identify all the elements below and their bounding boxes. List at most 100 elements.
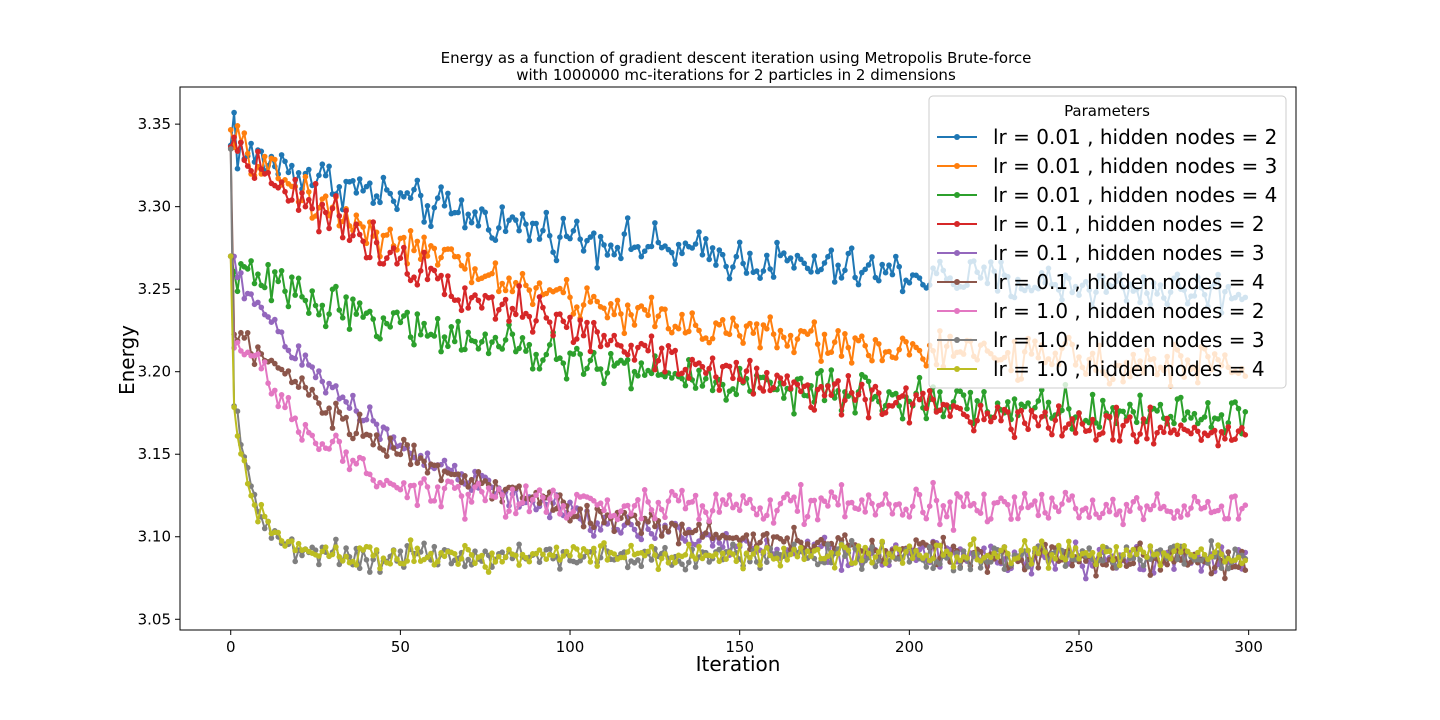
data-point	[957, 557, 963, 564]
data-point	[920, 356, 926, 362]
data-point	[1154, 408, 1160, 414]
data-point	[981, 389, 987, 395]
data-point	[1181, 561, 1187, 567]
data-point	[1191, 493, 1198, 500]
data-point	[947, 499, 953, 505]
data-point	[536, 366, 543, 372]
series-7	[227, 253, 1249, 533]
data-point	[665, 560, 672, 566]
data-point	[1045, 515, 1052, 521]
data-point	[1116, 562, 1123, 569]
data-point	[767, 552, 773, 559]
data-point	[1086, 427, 1092, 434]
data-point	[451, 551, 458, 557]
data-point	[1215, 416, 1221, 422]
data-point	[886, 501, 892, 507]
data-point	[519, 499, 526, 506]
data-point	[1205, 400, 1211, 406]
data-point	[367, 432, 373, 439]
data-point	[462, 266, 468, 272]
data-point	[991, 550, 997, 556]
data-point	[764, 559, 770, 565]
data-point	[448, 479, 455, 485]
data-point	[909, 401, 916, 407]
data-point	[455, 253, 461, 260]
data-point	[1133, 551, 1140, 558]
data-point	[1110, 496, 1116, 503]
data-point	[278, 538, 285, 544]
data-point	[699, 503, 706, 509]
data-point	[557, 557, 563, 563]
data-point	[533, 492, 539, 499]
data-point	[777, 327, 784, 334]
data-point	[434, 262, 441, 268]
data-point	[750, 330, 757, 337]
data-point	[1035, 512, 1042, 519]
data-point	[275, 185, 282, 191]
data-point	[540, 551, 546, 558]
data-point	[1103, 562, 1109, 568]
data-point	[350, 392, 356, 399]
data-point	[251, 502, 258, 508]
data-point	[526, 508, 533, 515]
data-point	[988, 559, 994, 565]
data-point	[546, 319, 553, 326]
data-point	[648, 370, 655, 377]
data-point	[421, 320, 427, 327]
data-point	[1089, 497, 1096, 504]
data-point	[1218, 429, 1225, 435]
data-point	[482, 331, 489, 338]
data-point	[886, 262, 892, 269]
data-point	[1083, 558, 1089, 564]
data-point	[1025, 426, 1031, 433]
data-point	[964, 406, 970, 412]
data-point	[455, 297, 461, 303]
data-point	[1021, 420, 1028, 427]
data-point	[1008, 516, 1014, 522]
data-point	[597, 343, 604, 350]
data-point	[465, 556, 472, 563]
data-point	[282, 404, 288, 411]
legend-entry-4: lr = 0.1 , hidden nodes = 2	[937, 212, 1265, 236]
data-point	[431, 267, 438, 274]
data-point	[431, 498, 438, 504]
data-point	[808, 328, 814, 334]
data-point	[845, 344, 852, 351]
data-point	[570, 228, 577, 234]
data-point	[998, 495, 1004, 502]
data-point	[893, 355, 899, 361]
data-point	[1147, 543, 1154, 549]
data-point	[234, 165, 241, 172]
data-point	[889, 511, 896, 517]
data-point	[424, 253, 431, 259]
data-point	[703, 236, 709, 242]
data-point	[665, 498, 672, 505]
data-point	[350, 435, 356, 442]
data-point	[692, 322, 699, 329]
data-point	[865, 492, 872, 498]
data-point	[244, 163, 251, 169]
data-point	[876, 341, 882, 347]
data-point	[703, 530, 709, 536]
data-point	[326, 163, 332, 170]
data-point	[801, 521, 807, 528]
data-point	[496, 225, 502, 231]
data-point	[1140, 516, 1147, 523]
data-point	[1164, 415, 1170, 422]
data-point	[1154, 430, 1160, 436]
data-point	[845, 373, 852, 379]
data-point	[255, 344, 261, 350]
data-point	[781, 539, 787, 545]
data-point	[445, 273, 451, 279]
data-point	[397, 255, 404, 261]
data-point	[380, 174, 387, 181]
data-point	[601, 519, 607, 526]
data-point	[475, 223, 482, 229]
data-point	[1093, 573, 1099, 579]
data-point	[869, 560, 875, 566]
data-point	[1154, 491, 1160, 497]
data-point	[465, 484, 472, 490]
data-point	[1157, 567, 1164, 573]
data-point	[353, 311, 360, 317]
data-point	[747, 554, 753, 561]
